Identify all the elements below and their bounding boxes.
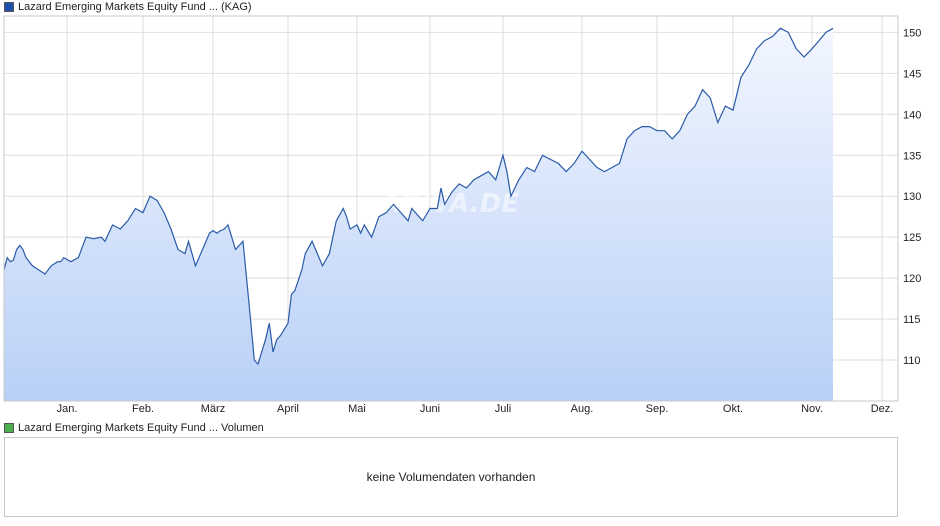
price-chart: ARIVA.DE 110 115 120 125 130 135 140 145 150 Jan… xyxy=(3,15,921,415)
x-tick-label: Jan. xyxy=(57,403,78,415)
x-axis-labels: Jan. Feb. März April Mai Juni Juli Aug. Sep. Okt.… xyxy=(57,403,894,415)
price-line xyxy=(3,27,834,366)
y-tick-label: 145 xyxy=(903,68,921,80)
x-tick-label: Mai xyxy=(348,403,366,415)
price-area xyxy=(4,28,833,402)
y-tick-label: 135 xyxy=(903,150,921,162)
volume-legend: Lazard Emerging Markets Equity Fund ... … xyxy=(4,421,264,435)
y-axis-labels: 110 115 120 125 130 135 140 145 150 xyxy=(903,27,921,367)
x-tick-label: Feb. xyxy=(132,403,154,415)
volume-legend-swatch xyxy=(4,423,14,433)
plot-frame xyxy=(3,15,899,402)
y-tick-label: 140 xyxy=(903,109,921,121)
x-tick-label: Sep. xyxy=(646,403,669,415)
x-tick-label: Aug. xyxy=(571,403,594,415)
x-tick-label: März xyxy=(201,403,225,415)
x-tick-label: Juli xyxy=(495,403,512,415)
price-legend: Lazard Emerging Markets Equity Fund ... … xyxy=(4,0,252,14)
no-volume-message: keine Volumendaten vorhanden xyxy=(366,470,536,484)
x-tick-label: Okt. xyxy=(723,403,743,415)
price-legend-swatch xyxy=(4,2,14,12)
x-tick-label: Juni xyxy=(420,403,440,415)
x-tick-label: April xyxy=(277,403,299,415)
x-tick-label: Dez. xyxy=(871,403,894,415)
y-tick-label: 120 xyxy=(903,273,921,285)
y-tick-label: 150 xyxy=(903,27,921,39)
ariva-watermark: ARIVA.DE xyxy=(379,189,519,219)
y-tick-label: 130 xyxy=(903,191,921,203)
y-tick-label: 115 xyxy=(903,314,921,326)
volume-panel: keine Volumendaten vorhanden xyxy=(4,437,898,517)
volume-legend-label: Lazard Emerging Markets Equity Fund ... … xyxy=(18,422,264,434)
price-legend-label: Lazard Emerging Markets Equity Fund ... … xyxy=(18,1,252,13)
y-tick-label: 125 xyxy=(903,232,921,244)
y-tick-label: 110 xyxy=(903,355,921,367)
x-tick-label: Nov. xyxy=(801,403,823,415)
